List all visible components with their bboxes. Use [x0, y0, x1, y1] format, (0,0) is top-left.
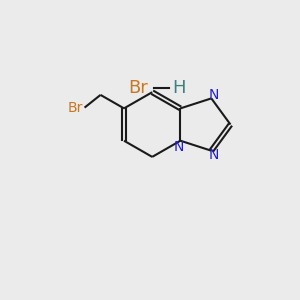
Text: H: H — [172, 80, 186, 98]
Text: Br: Br — [68, 100, 83, 115]
Text: Br: Br — [128, 80, 148, 98]
Text: N: N — [208, 88, 219, 101]
Text: N: N — [208, 148, 219, 162]
Text: N: N — [174, 140, 184, 154]
